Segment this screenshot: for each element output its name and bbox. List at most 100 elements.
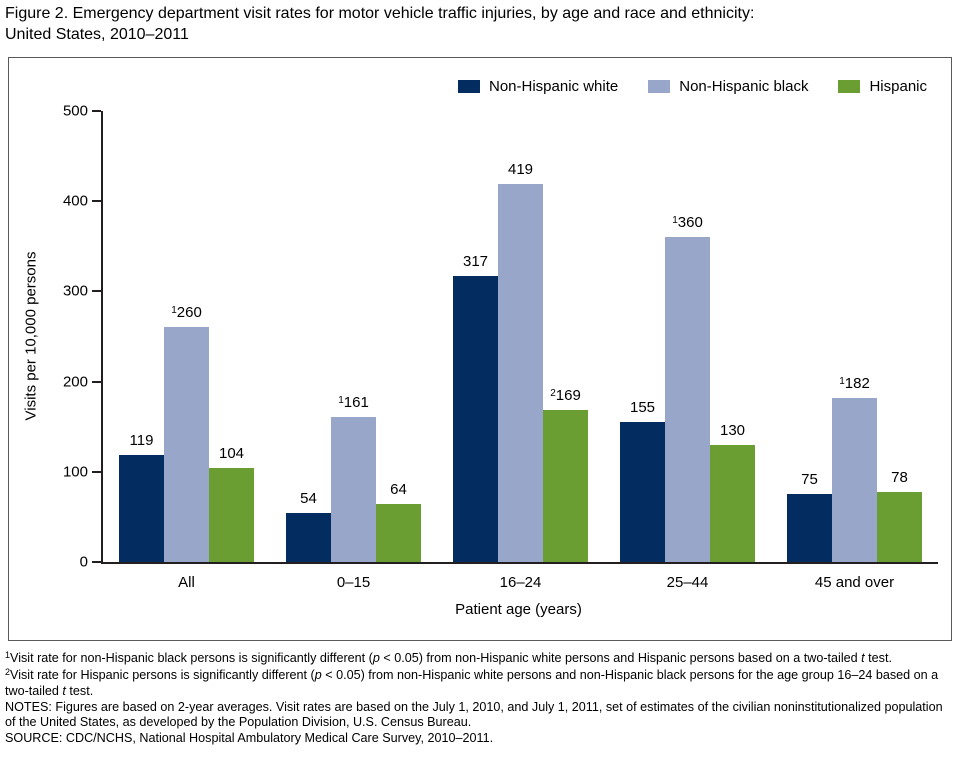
bar-value-label: 130	[719, 422, 746, 439]
bar-wrap: 1182	[832, 375, 877, 562]
footnote-marker: 1	[839, 376, 845, 387]
bar	[498, 184, 543, 562]
bar-group: 155 1360 130 25–44	[604, 111, 771, 591]
y-axis-tick	[92, 380, 101, 383]
bar-group: 119 1260 104 All	[103, 111, 270, 591]
bar-value-label: 1260	[171, 304, 202, 321]
figure-title: Figure 2. Emergency department visit rat…	[5, 5, 755, 43]
category-label: 45 and over	[814, 574, 895, 591]
bar-value-label: 75	[801, 471, 818, 488]
bar-value-label: 1182	[839, 375, 870, 392]
bar	[119, 455, 164, 562]
y-axis-tick	[92, 200, 101, 203]
y-axis-tick	[92, 290, 101, 293]
legend-label: Hispanic	[869, 78, 927, 95]
legend-label: Non-Hispanic black	[679, 78, 809, 95]
footnote-emphasis: p	[372, 651, 380, 665]
bar-value-label: 1360	[672, 214, 703, 231]
bar-wrap: 75	[787, 471, 832, 562]
chart-frame: Non-Hispanic white Non-Hispanic black Hisp…	[8, 57, 952, 641]
bar-wrap: 1260	[164, 304, 209, 562]
bar	[620, 422, 665, 562]
category-label: 25–44	[666, 574, 709, 591]
footnote: SOURCE: CDC/NCHS, National Hospital Ambu…	[5, 730, 494, 745]
footnote: 1Visit rate for non-Hispanic black perso…	[5, 650, 892, 665]
plot-area: 0 100 200 300 400 500 119 1260 104 All 54 1161 64 0–1…	[63, 103, 938, 591]
bar	[453, 276, 498, 562]
category-label: All	[178, 574, 195, 591]
footnote-marker: 1	[338, 395, 344, 406]
y-axis-tick	[92, 470, 101, 473]
y-axis-tick	[92, 561, 101, 563]
bar	[376, 504, 421, 562]
legend-item: Non-Hispanic white	[458, 78, 618, 95]
footnote: NOTES: Figures are based on 2-year avera…	[5, 699, 943, 730]
bar-wrap: 2169	[543, 387, 588, 562]
legend-item: Non-Hispanic black	[648, 78, 808, 95]
bar	[331, 417, 376, 562]
y-axis-tick	[92, 110, 101, 112]
bar	[710, 445, 755, 562]
footnote-emphasis: p	[314, 667, 322, 682]
bar	[832, 398, 877, 562]
bar-value-label: 104	[218, 445, 245, 462]
bar	[787, 494, 832, 562]
footnote: 2Visit rate for Hispanic persons is sign…	[5, 666, 939, 699]
bar-value-label: 419	[507, 161, 534, 178]
y-axis-tick-label: 500	[62, 102, 88, 120]
footnote-marker: 1	[171, 305, 177, 316]
bar-value-label: 155	[629, 399, 656, 416]
y-axis-tick-label: 400	[62, 192, 88, 210]
x-axis-label: Patient age (years)	[455, 601, 582, 618]
footnote-marker: 2	[5, 666, 11, 677]
bar-wrap: 119	[119, 432, 164, 562]
bar-value-label: 54	[300, 490, 317, 507]
footnote-emphasis: t	[861, 651, 865, 665]
y-axis-label: Visits per 10,000 persons	[22, 251, 40, 421]
footnote-emphasis: t	[62, 684, 66, 699]
bar-value-label: 317	[462, 253, 489, 270]
bar-wrap: 155	[620, 399, 665, 562]
bar-wrap: 1161	[331, 394, 376, 562]
category-label: 16–24	[499, 574, 542, 591]
legend-label: Non-Hispanic white	[489, 78, 619, 95]
bar-wrap: 64	[376, 481, 421, 562]
bar-wrap: 317	[453, 253, 498, 562]
bar-group: 54 1161 64 0–15	[270, 111, 437, 591]
y-axis-tick-label: 0	[79, 553, 88, 571]
legend-swatch	[458, 80, 480, 93]
bar-groups: 119 1260 104 All 54 1161 64 0–15 317 419 2169 16–24…	[103, 111, 938, 591]
bar-value-label: 2169	[550, 387, 581, 404]
bar-group: 75 1182 78 45 and over	[771, 111, 938, 591]
bar-wrap: 130	[710, 422, 755, 562]
footnote-marker: 1	[5, 650, 11, 660]
bar-wrap: 54	[286, 490, 331, 562]
y-axis-tick-label: 200	[62, 373, 88, 391]
legend-swatch	[648, 80, 671, 93]
bar-group: 317 419 2169 16–24	[437, 111, 604, 591]
bar	[286, 513, 331, 562]
category-label: 0–15	[336, 574, 371, 591]
bar-wrap: 78	[877, 469, 922, 562]
bar-value-label: 1161	[338, 394, 369, 411]
bar	[665, 237, 710, 562]
bar-value-label: 119	[129, 432, 154, 449]
legend-swatch	[838, 80, 861, 93]
legend: Non-Hispanic white Non-Hispanic black Hisp…	[458, 78, 927, 95]
bar-value-label: 64	[390, 481, 407, 498]
footnote-marker: 1	[672, 215, 678, 226]
footnotes-block: 1Visit rate for non-Hispanic black perso…	[5, 650, 956, 747]
footnote-marker: 2	[550, 388, 556, 399]
bar	[209, 468, 254, 562]
y-axis-tick-label: 300	[62, 282, 88, 300]
legend-item: Hispanic	[838, 78, 927, 95]
y-axis-tick-label: 100	[62, 463, 88, 481]
bar	[164, 327, 209, 562]
bar-value-label: 78	[891, 469, 908, 486]
bar-wrap: 1360	[665, 214, 710, 562]
bar	[877, 492, 922, 562]
bar-wrap: 419	[498, 161, 543, 562]
bar	[543, 410, 588, 562]
bar-wrap: 104	[209, 445, 254, 562]
